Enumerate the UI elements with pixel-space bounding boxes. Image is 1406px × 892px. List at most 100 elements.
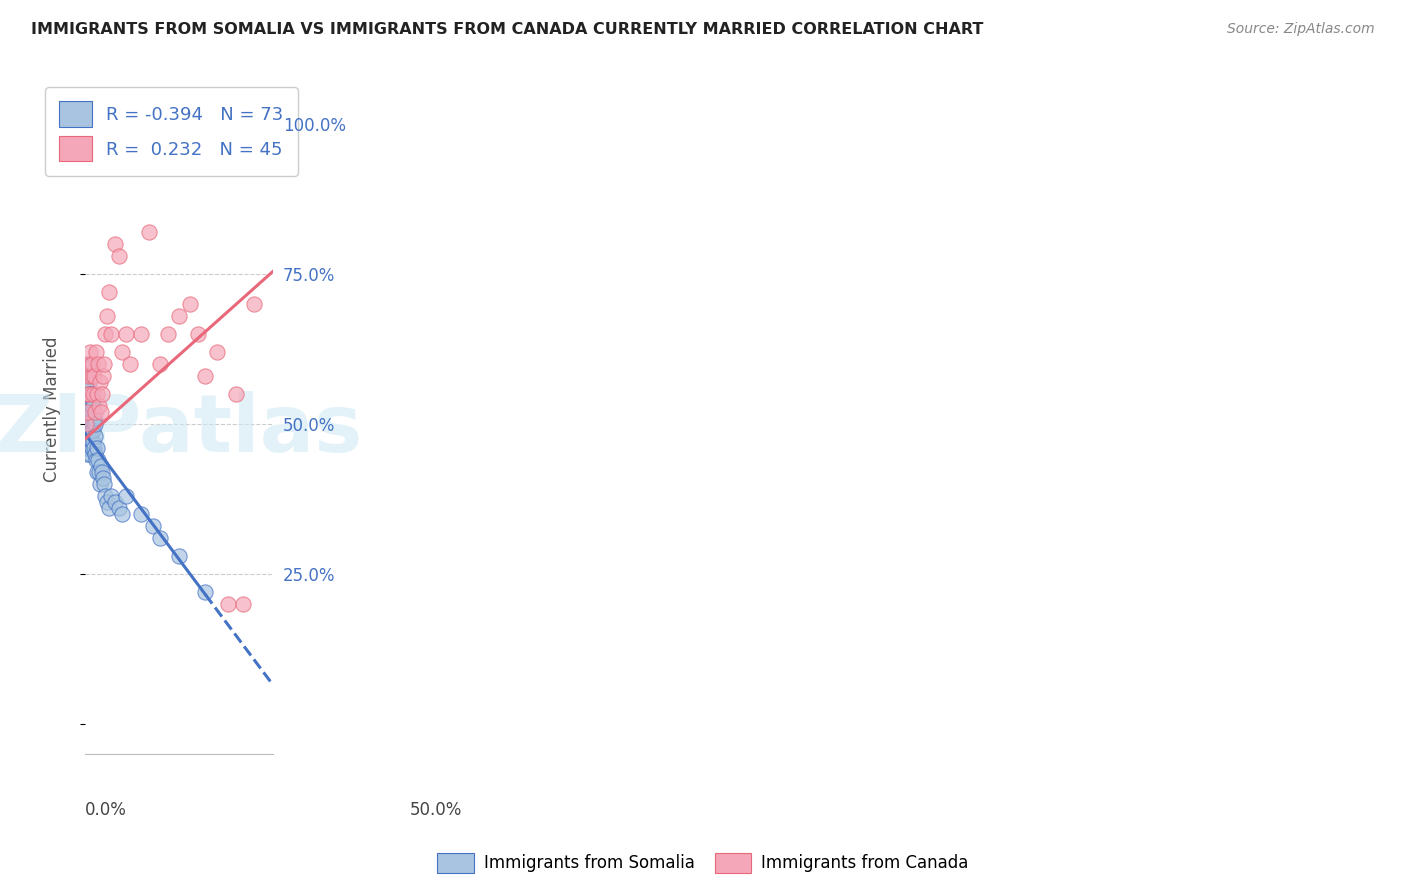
- Point: [75, 417, 97, 432]
- Point: [77, 387, 100, 401]
- Point: [156, 327, 179, 342]
- Point: [76, 369, 98, 384]
- Point: [86, 387, 108, 401]
- Point: [96, 495, 118, 509]
- Point: [82, 417, 104, 432]
- Point: [75, 417, 97, 432]
- Point: [87, 453, 110, 467]
- Point: [111, 345, 134, 359]
- Text: ZIPatlas: ZIPatlas: [0, 391, 363, 469]
- Point: [115, 489, 138, 503]
- Point: [115, 327, 138, 342]
- Point: [89, 375, 111, 389]
- Point: [90, 405, 112, 419]
- Y-axis label: Currently Married: Currently Married: [44, 336, 60, 482]
- Point: [77, 423, 100, 437]
- Point: [79, 429, 101, 443]
- Text: IMMIGRANTS FROM SOMALIA VS IMMIGRANTS FROM CANADA CURRENTLY MARRIED CORRELATION : IMMIGRANTS FROM SOMALIA VS IMMIGRANTS FR…: [31, 22, 983, 37]
- Point: [194, 369, 217, 384]
- Point: [149, 531, 172, 545]
- Point: [91, 369, 114, 384]
- Point: [83, 369, 105, 384]
- Point: [217, 597, 239, 611]
- Point: [91, 471, 114, 485]
- Point: [82, 387, 104, 401]
- Point: [80, 435, 103, 450]
- Point: [77, 423, 100, 437]
- Point: [83, 441, 105, 455]
- Point: [98, 501, 121, 516]
- Point: [77, 411, 100, 425]
- Point: [86, 441, 108, 455]
- Point: [77, 405, 100, 419]
- Point: [129, 507, 152, 521]
- Point: [80, 417, 103, 432]
- Point: [82, 441, 104, 455]
- Point: [80, 423, 103, 437]
- Point: [93, 357, 115, 371]
- Point: [100, 489, 122, 503]
- Point: [75, 405, 97, 419]
- Point: [98, 285, 121, 300]
- Point: [75, 441, 97, 455]
- Point: [76, 387, 98, 401]
- Point: [76, 447, 98, 461]
- Point: [77, 387, 100, 401]
- Point: [77, 441, 100, 455]
- Point: [80, 441, 103, 455]
- Text: 0.0%: 0.0%: [84, 801, 127, 819]
- Point: [94, 489, 117, 503]
- Point: [194, 585, 217, 599]
- Point: [76, 381, 98, 395]
- Point: [80, 405, 103, 419]
- Point: [76, 429, 98, 443]
- Point: [86, 465, 108, 479]
- Point: [90, 465, 112, 479]
- Point: [129, 327, 152, 342]
- Point: [205, 345, 228, 359]
- Point: [104, 495, 127, 509]
- Point: [76, 399, 98, 413]
- Point: [76, 429, 98, 443]
- Point: [84, 417, 107, 432]
- Point: [76, 387, 98, 401]
- Point: [79, 345, 101, 359]
- Point: [111, 507, 134, 521]
- Text: 50.0%: 50.0%: [409, 801, 461, 819]
- Point: [142, 519, 165, 533]
- Point: [100, 327, 122, 342]
- Point: [90, 459, 112, 474]
- Point: [76, 369, 98, 384]
- Point: [138, 225, 160, 239]
- Point: [179, 297, 201, 311]
- Point: [93, 477, 115, 491]
- Point: [87, 465, 110, 479]
- Point: [76, 405, 98, 419]
- Point: [80, 387, 103, 401]
- Point: [77, 357, 100, 371]
- Point: [84, 345, 107, 359]
- Point: [79, 447, 101, 461]
- Point: [76, 411, 98, 425]
- Point: [84, 447, 107, 461]
- Point: [87, 399, 110, 413]
- Point: [76, 417, 98, 432]
- Text: Source: ZipAtlas.com: Source: ZipAtlas.com: [1227, 22, 1375, 37]
- Point: [96, 309, 118, 323]
- Point: [79, 399, 101, 413]
- Point: [82, 399, 104, 413]
- Point: [83, 429, 105, 443]
- Point: [232, 597, 254, 611]
- Point: [84, 405, 107, 419]
- Legend: R = -0.394   N = 73, R =  0.232   N = 45: R = -0.394 N = 73, R = 0.232 N = 45: [45, 87, 298, 176]
- Point: [94, 327, 117, 342]
- Point: [187, 327, 209, 342]
- Point: [243, 297, 266, 311]
- Point: [82, 393, 104, 408]
- Point: [107, 249, 129, 263]
- Point: [90, 387, 112, 401]
- Point: [262, 117, 284, 131]
- Point: [104, 237, 127, 252]
- Point: [167, 309, 190, 323]
- Point: [82, 357, 104, 371]
